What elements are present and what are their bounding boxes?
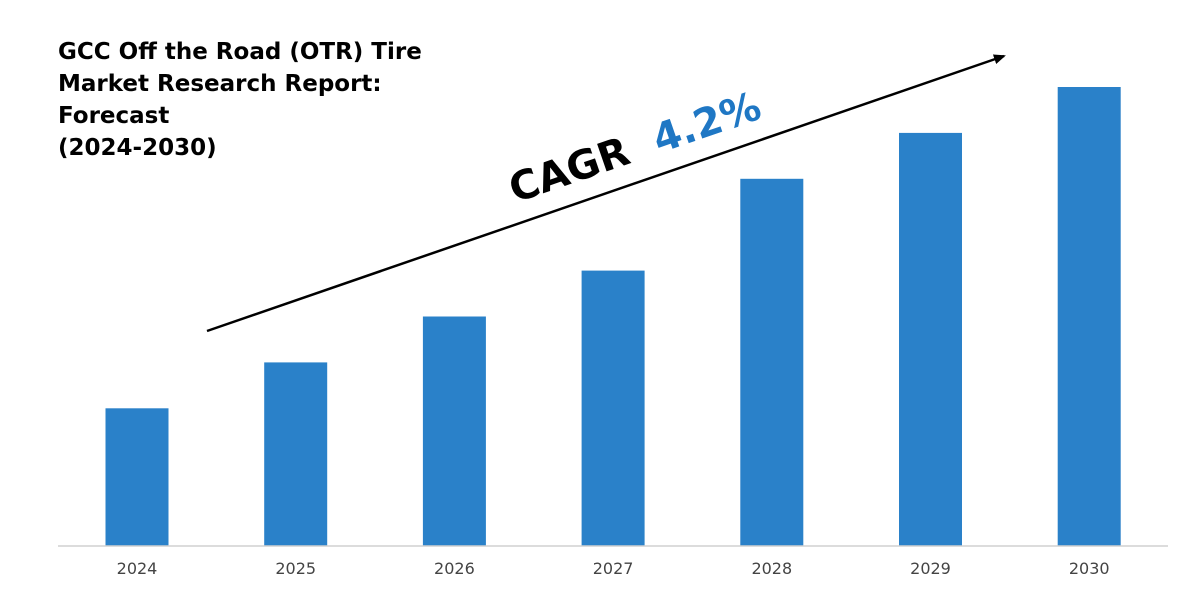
bars-group <box>105 87 1121 547</box>
tick-labels: 2024 2025 2026 2027 2028 2029 2030 <box>117 559 1110 578</box>
chart-title: GCC Off the Road (OTR) Tire Market Resea… <box>58 39 422 161</box>
bar-2030 <box>1057 87 1121 546</box>
x-tick-label-2026: 2026 <box>434 559 475 578</box>
x-tick-label-2027: 2027 <box>593 559 634 578</box>
cagr-value: 4.2% <box>647 83 767 163</box>
trend-arrow <box>206 54 1006 333</box>
cagr-annotation: CAGR 4.2% <box>503 83 766 212</box>
bar-2024 <box>105 408 169 546</box>
x-tick-label-2029: 2029 <box>910 559 951 578</box>
bar-2026 <box>422 316 486 546</box>
bar-2027 <box>581 270 645 546</box>
x-tick-label-2030: 2030 <box>1069 559 1110 578</box>
cagr-prefix: CAGR <box>503 129 635 213</box>
bar-2029 <box>899 132 962 546</box>
x-tick-label-2024: 2024 <box>117 559 158 578</box>
bar-2025 <box>264 362 328 546</box>
x-tick-label-2028: 2028 <box>751 559 792 578</box>
bar-2028 <box>740 178 804 547</box>
x-tick-label-2025: 2025 <box>275 559 316 578</box>
